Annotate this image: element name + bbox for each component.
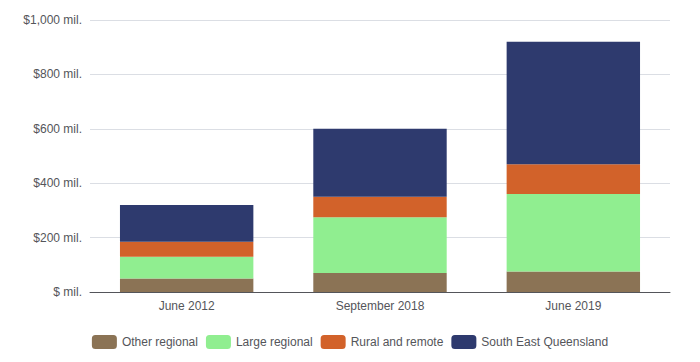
svg-text:South East Queensland: South East Queensland — [481, 335, 608, 349]
svg-text:June 2012: June 2012 — [159, 299, 215, 313]
svg-text:$800 mil.: $800 mil. — [33, 67, 82, 81]
svg-text:June 2019: June 2019 — [545, 299, 601, 313]
svg-text:$ mil.: $ mil. — [53, 285, 82, 299]
svg-text:$400 mil.: $400 mil. — [33, 176, 82, 190]
svg-text:September 2018: September 2018 — [336, 299, 425, 313]
svg-text:$200 mil.: $200 mil. — [33, 231, 82, 245]
svg-text:$1,000 mil.: $1,000 mil. — [23, 13, 82, 27]
svg-text:Rural and remote: Rural and remote — [351, 335, 444, 349]
svg-text:$600 mil.: $600 mil. — [33, 122, 82, 136]
svg-text:Other regional: Other regional — [122, 335, 198, 349]
svg-text:Large regional: Large regional — [236, 335, 313, 349]
